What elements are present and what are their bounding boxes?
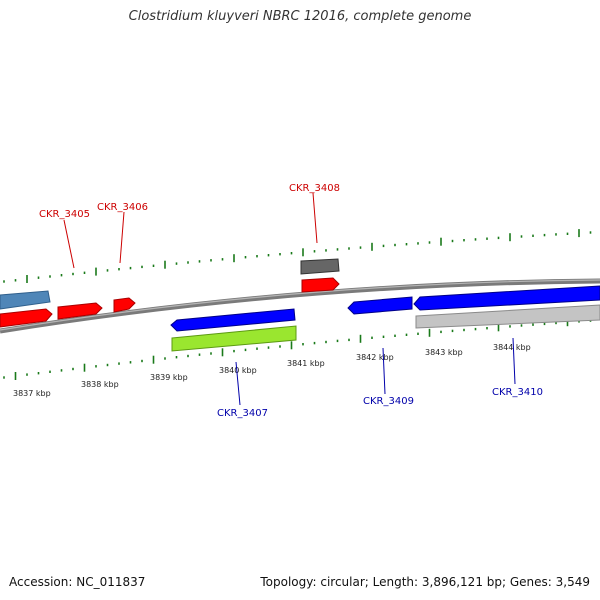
tick-label: 3839 kbp (150, 373, 188, 382)
leader-line (119, 211, 125, 264)
inner-tick-row (3, 318, 592, 380)
outer-tick-row (3, 229, 592, 283)
tick-label: 3842 kbp (356, 353, 394, 362)
gene-arrow-ckr3407[interactable] (170, 308, 296, 332)
gene-arrow-ckr3406b[interactable] (113, 297, 136, 313)
leader-line (512, 337, 516, 385)
tick-label: 3837 kbp (13, 389, 51, 398)
accession-text: Accession: NC_011837 (9, 575, 146, 589)
tick-label: 3843 kbp (425, 348, 463, 357)
gene-label-ckr3406[interactable]: CKR_3406 (97, 202, 148, 213)
tick-label: 3838 kbp (81, 380, 119, 389)
leader-line (235, 361, 241, 406)
topology-text: Topology: circular; Length: 3,896,121 bp… (260, 575, 590, 589)
gene-label-ckr3407[interactable]: CKR_3407 (217, 408, 268, 419)
gene-arrow-ckr3405[interactable] (0, 308, 53, 328)
genome-backbone (0, 278, 600, 334)
tick-label: 3840 kbp (219, 366, 257, 375)
pseudo-feature-light[interactable] (415, 304, 600, 329)
pseudo-feature[interactable] (300, 258, 340, 275)
genome-title: Clostridium kluyveri NBRC 12016, complet… (128, 9, 472, 24)
gene-label-ckr3405[interactable]: CKR_3405 (39, 209, 90, 220)
leader-line (312, 192, 318, 244)
leader-line (63, 219, 75, 269)
gene-arrow-ckr3410[interactable] (413, 285, 600, 311)
gene-arrow-ckr3406[interactable] (57, 302, 103, 320)
forward-strand-features (0, 258, 340, 328)
reverse-strand-features (170, 285, 600, 352)
gene-label-ckr3410[interactable]: CKR_3410 (492, 387, 543, 398)
backbone-highlight (0, 279, 600, 331)
other-feature-green[interactable] (171, 325, 297, 352)
gene-label-ckr3408[interactable]: CKR_3408 (289, 183, 340, 194)
tick-labels: 3837 kbp 3838 kbp 3839 kbp 3840 kbp 3841… (13, 343, 531, 398)
forward-gene-labels: CKR_3405 CKR_3406 CKR_3408 (39, 183, 340, 269)
reverse-gene-labels: CKR_3407 CKR_3409 CKR_3410 (217, 337, 543, 419)
leader-line (382, 347, 386, 395)
tick-label: 3844 kbp (493, 343, 531, 352)
tick-label: 3841 kbp (287, 359, 325, 368)
other-feature-blue[interactable] (0, 290, 51, 310)
gene-arrow-ckr3409[interactable] (347, 296, 413, 315)
gene-arrow-ckr3408[interactable] (301, 277, 340, 293)
gene-label-ckr3409[interactable]: CKR_3409 (363, 396, 414, 407)
